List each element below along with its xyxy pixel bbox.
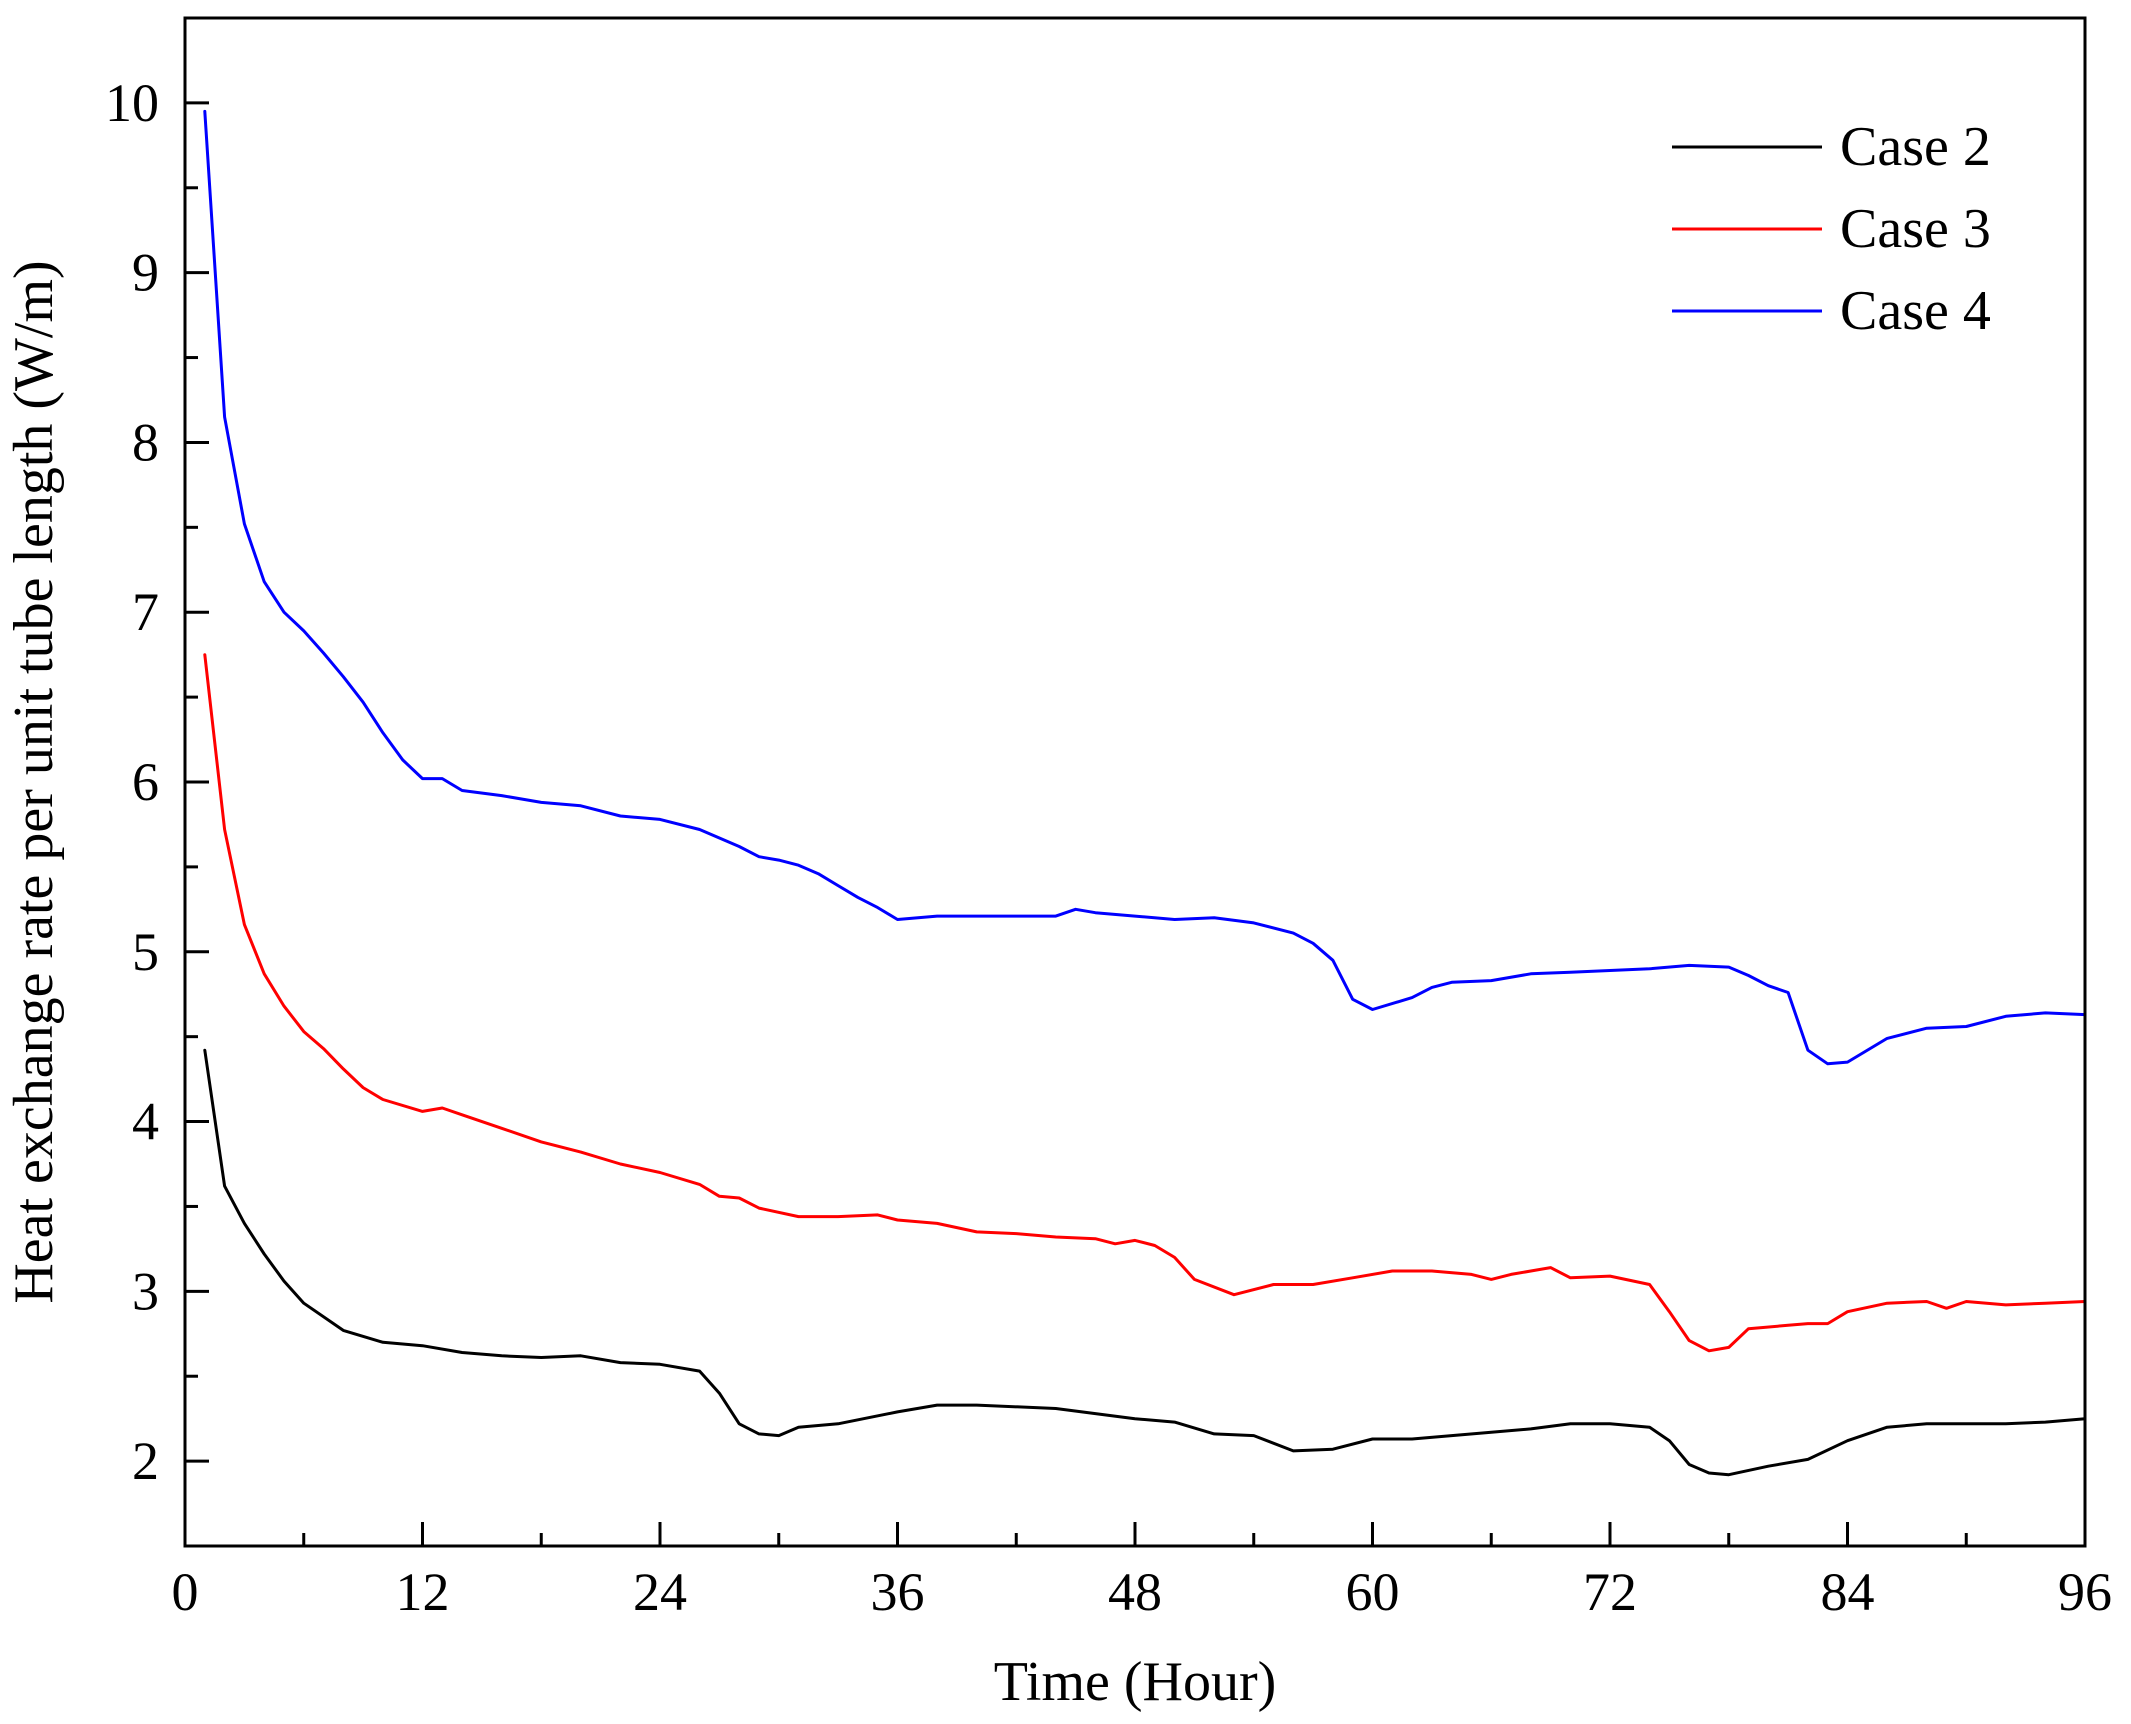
x-tick-label: 12	[396, 1562, 450, 1622]
series-line-case-2	[203, 1048, 2087, 1477]
y-tick-label: 4	[132, 1092, 159, 1152]
ticks-layer: 0 12 24 36 48 60 72 84 96 2 3 4 5 6 7 8 9 10	[105, 73, 2112, 1622]
legend-label-case-3: Case 3	[1840, 198, 1991, 260]
legend: Case 2 Case 3 Case 4	[1672, 116, 1991, 342]
x-tick-label: 0	[172, 1562, 199, 1622]
legend-label-case-4: Case 4	[1840, 280, 1991, 342]
series-line-case-3	[203, 653, 2087, 1353]
x-tick-label: 72	[1583, 1562, 1637, 1622]
x-tick-label: 36	[871, 1562, 925, 1622]
legend-label-case-2: Case 2	[1840, 116, 1991, 178]
x-tick-label: 96	[2058, 1562, 2112, 1622]
y-tick-label: 10	[105, 73, 159, 133]
x-tick-label: 24	[633, 1562, 687, 1622]
y-tick-label: 6	[132, 752, 159, 812]
series-line-case-4	[203, 109, 2087, 1066]
series-layer	[203, 109, 2087, 1477]
x-tick-label: 84	[1821, 1562, 1875, 1622]
y-tick-label: 3	[132, 1261, 159, 1321]
y-tick-label: 2	[132, 1431, 159, 1491]
x-axis-title: Time (Hour)	[994, 1651, 1277, 1713]
y-tick-label: 8	[132, 412, 159, 472]
y-tick-label: 7	[132, 582, 159, 642]
x-tick-label: 48	[1108, 1562, 1162, 1622]
y-axis-title: Heat exchange rate per unit tube length …	[3, 260, 65, 1303]
y-tick-label: 5	[132, 922, 159, 982]
x-tick-label: 60	[1346, 1562, 1400, 1622]
y-tick-label: 9	[132, 243, 159, 303]
